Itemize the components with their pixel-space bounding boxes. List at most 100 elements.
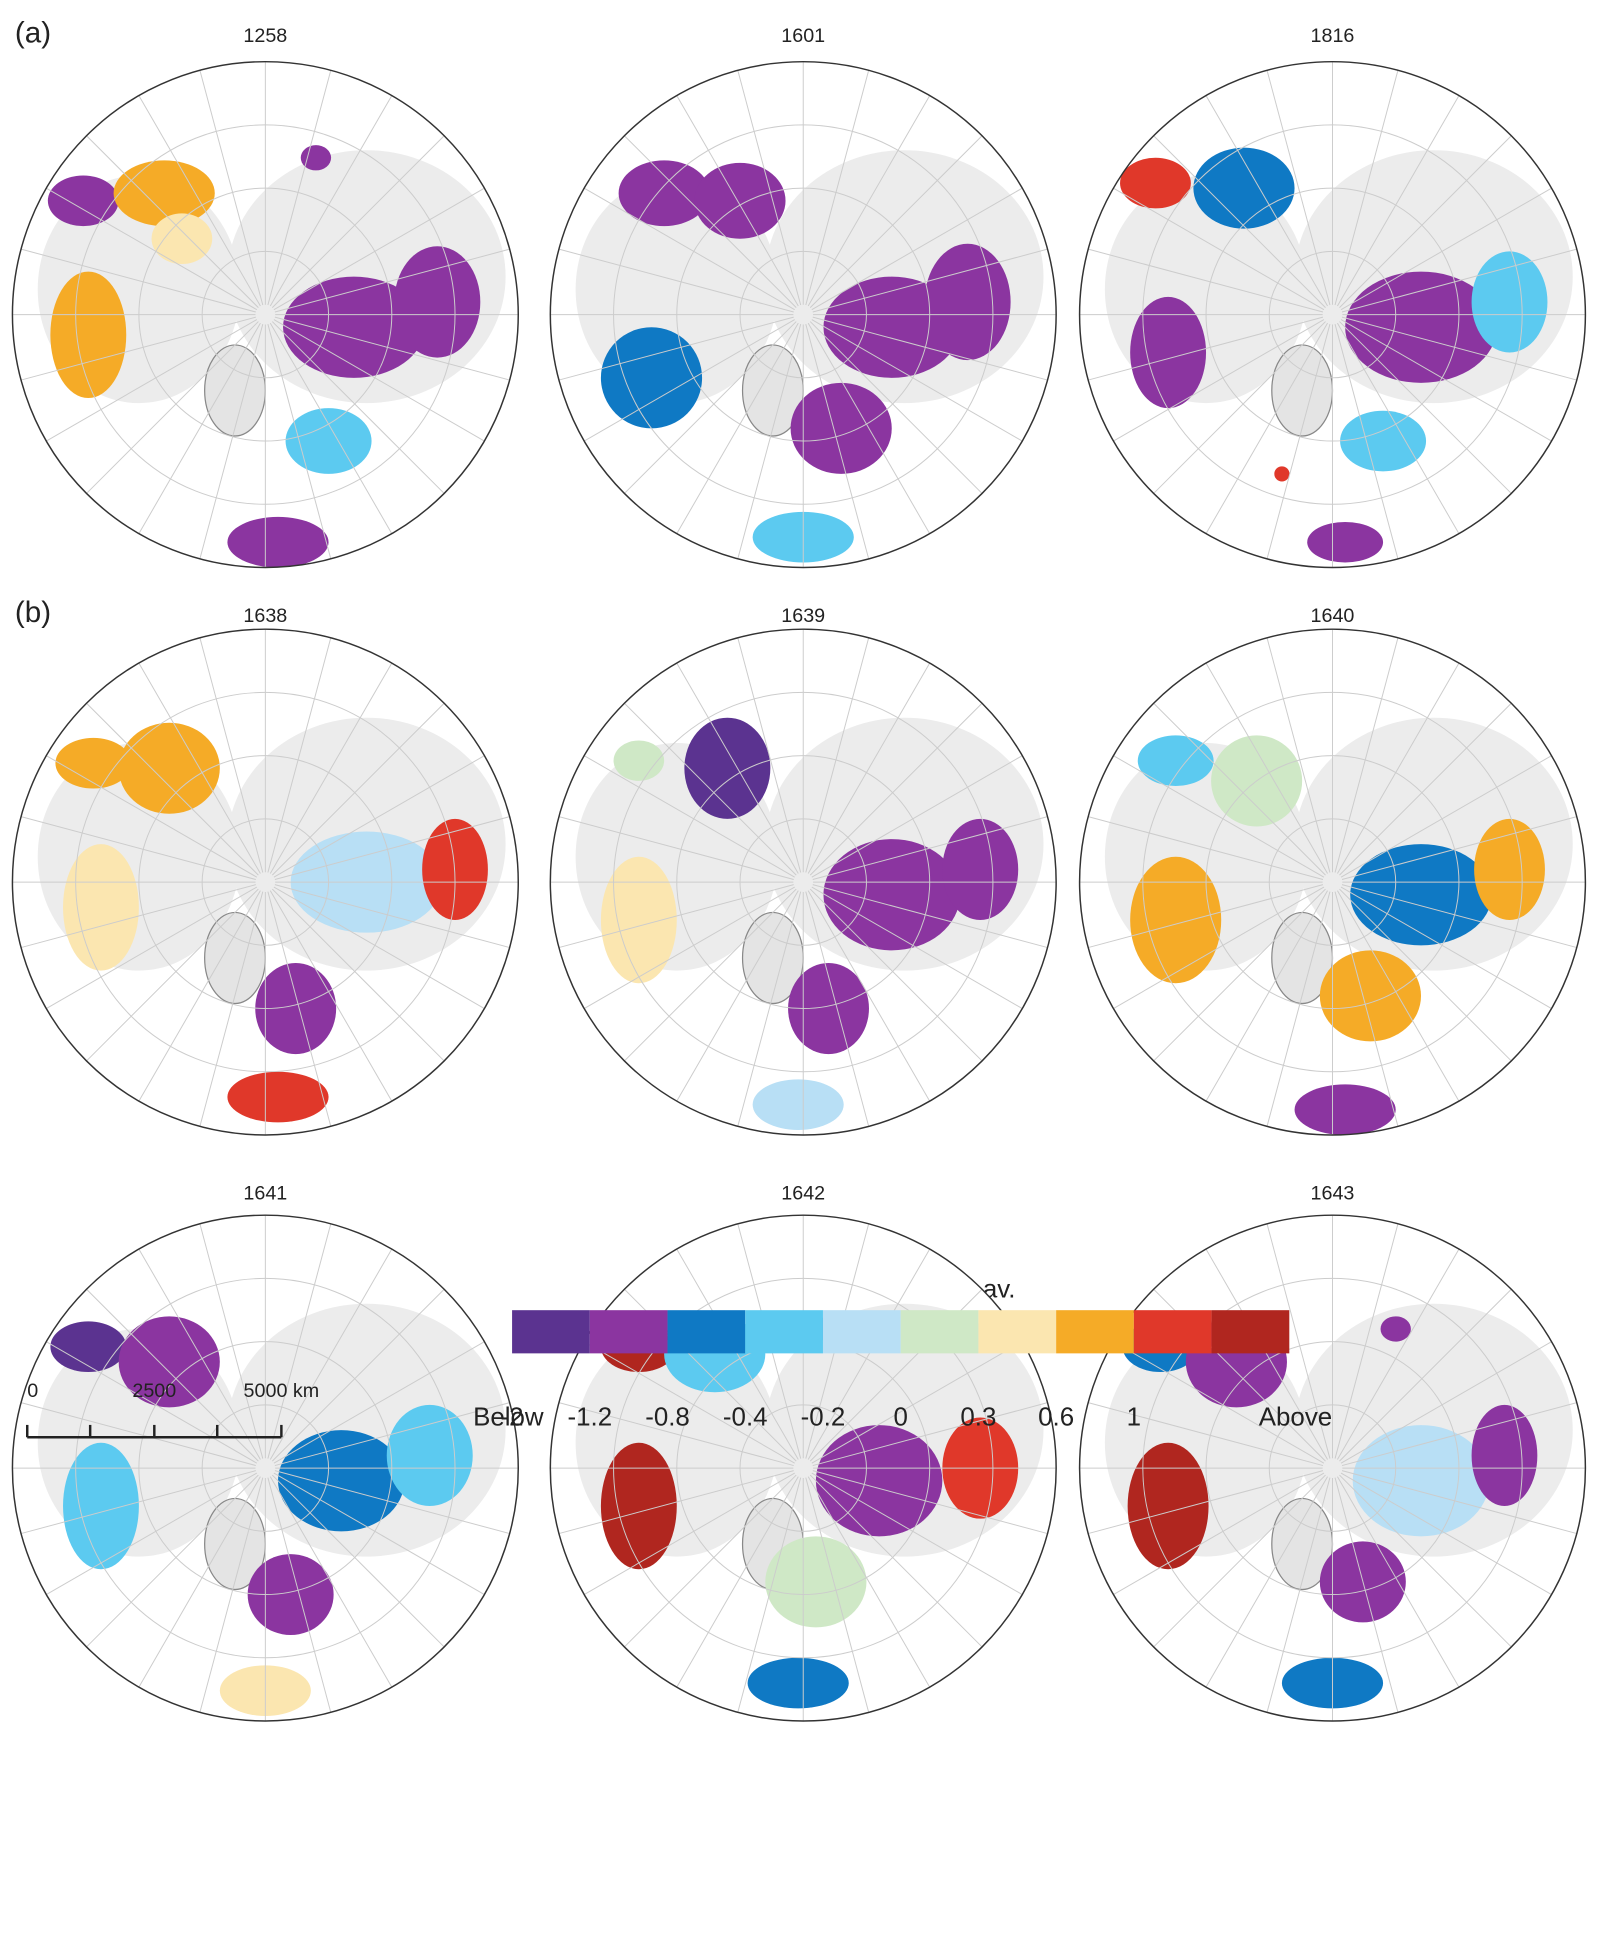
meridian-line [1339, 321, 1512, 494]
meridian-line [558, 884, 794, 949]
meridian-line [1113, 1341, 1325, 1464]
meridian-line [138, 322, 261, 534]
meridian-line [1340, 886, 1552, 1009]
map-border [549, 628, 1057, 1136]
anomaly-patch [118, 722, 220, 814]
anomaly-patch [285, 408, 372, 474]
meridian-line [558, 1470, 794, 1535]
meridian-line [199, 891, 264, 1127]
legend-swatch [745, 1310, 823, 1354]
meridian-line [1088, 1402, 1324, 1467]
scale-label: 2500 [132, 1380, 176, 1402]
meridian-line [1339, 1288, 1512, 1462]
meridian-line [583, 187, 795, 311]
meridian-line [812, 816, 1048, 881]
meridian-line [1088, 248, 1324, 313]
meridian-line [199, 323, 264, 560]
meridian-line [1266, 637, 1331, 873]
legend-swatch [1133, 1310, 1212, 1354]
map [1079, 629, 1586, 1135]
meridian-line [138, 1476, 261, 1688]
meridian-line [1341, 248, 1577, 313]
map-border [11, 628, 519, 1136]
anomaly-patch [113, 160, 215, 227]
meridian-line [558, 248, 794, 313]
meridian-line [1340, 319, 1552, 442]
meridian-line [199, 637, 264, 873]
anomaly-patch [1307, 521, 1384, 563]
anomaly-patch [752, 1079, 844, 1130]
anomaly-patch [1319, 950, 1422, 1042]
anomaly-patch [694, 162, 786, 239]
anomaly-patch [600, 327, 703, 429]
anomaly-patch [1274, 466, 1290, 482]
meridian-line [676, 662, 799, 874]
meridian-line [624, 135, 797, 308]
anomaly-patch [63, 844, 139, 971]
land [1271, 344, 1334, 437]
meridian-line [1340, 187, 1552, 311]
map [12, 61, 519, 568]
meridian-line [583, 319, 795, 442]
meridian-line [86, 702, 259, 876]
map [12, 629, 519, 1135]
meridian-line [737, 1477, 802, 1713]
anomaly-patch [765, 1536, 867, 1628]
legend-label: -2 [501, 1404, 524, 1432]
meridian-line [271, 888, 445, 1062]
meridian-line [809, 135, 983, 308]
panel-title: 1642 [781, 1182, 825, 1204]
meridian-line [1088, 1470, 1324, 1535]
meridian-line [86, 1288, 259, 1462]
meridian-line [805, 637, 870, 873]
scale-label: 5000 km [244, 1380, 320, 1402]
anomaly-patch [1137, 735, 1214, 786]
anomaly-patch [50, 271, 127, 399]
meridian-line [1341, 816, 1577, 881]
meridian-line [271, 1474, 445, 1648]
anomaly-patch [50, 1321, 127, 1372]
map [550, 61, 1057, 568]
panel-title: 1601 [781, 25, 825, 47]
legend-swatch [667, 1310, 746, 1354]
meridian-line [1113, 755, 1325, 878]
meridian-line [676, 1248, 799, 1460]
legend-label: Above [1259, 1404, 1332, 1432]
meridian-line [1266, 1477, 1331, 1713]
meridian-line [274, 316, 510, 381]
anomaly-patch [747, 1657, 849, 1709]
meridian-line [267, 1223, 332, 1459]
meridian-line [812, 316, 1048, 381]
meridian-line [1334, 323, 1399, 560]
meridian-line [811, 886, 1023, 1009]
panel-title: 1638 [243, 605, 287, 627]
meridian-line [199, 70, 264, 306]
meridian-line [271, 1288, 445, 1462]
meridian-line [273, 319, 485, 442]
meridian-line [20, 1402, 256, 1467]
meridian-line [737, 637, 802, 873]
meridian-line [1341, 316, 1577, 381]
meridian-line [86, 1474, 259, 1648]
meridian-line [807, 890, 931, 1102]
meridian-line [1153, 1474, 1326, 1648]
meridian-line [20, 1470, 256, 1535]
scale-label: 0 [27, 1380, 38, 1402]
anomaly-patch [618, 160, 710, 227]
anomaly-patch [1130, 296, 1207, 409]
meridian-line [1334, 637, 1399, 873]
meridian-line [86, 135, 259, 308]
meridian-line [1339, 135, 1512, 308]
meridian-line [1336, 662, 1460, 874]
anomaly-patch [255, 963, 337, 1055]
anomaly-patch [151, 213, 213, 265]
meridian-line [269, 95, 393, 307]
map-border [11, 60, 519, 569]
meridian-line [1339, 888, 1512, 1062]
meridian-line [1341, 1402, 1577, 1467]
anomaly-patch [1130, 856, 1222, 984]
meridian-line [805, 323, 870, 560]
meridian-line [809, 1474, 983, 1648]
panel-title: 1640 [1311, 605, 1355, 627]
